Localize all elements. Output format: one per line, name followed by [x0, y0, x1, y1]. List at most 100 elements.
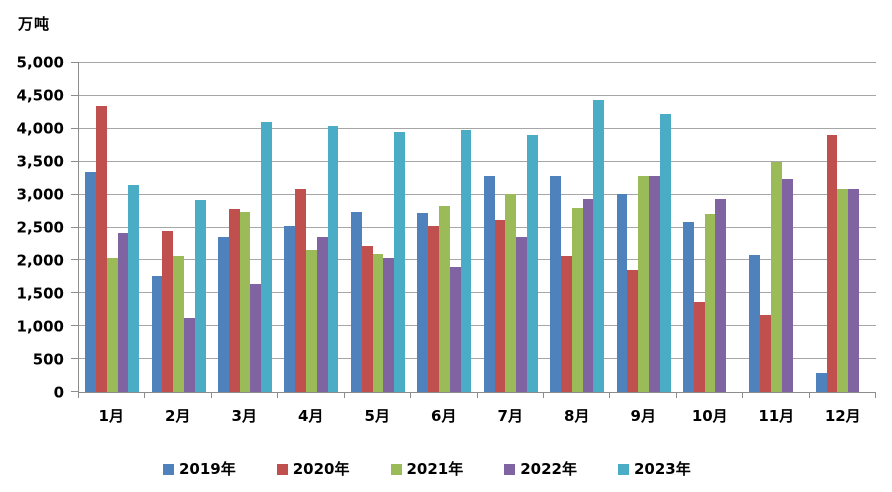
x-axis-label-10月: 10月 — [691, 407, 728, 425]
bar-group-9月 — [610, 63, 676, 392]
y-axis-tick-labels: 0 500 1,000 1,500 2,000 2,500 3,000 3,500 4,000 4… — [0, 55, 64, 400]
bar-2023年-9月 — [659, 114, 671, 392]
bar-slot — [760, 63, 772, 392]
bar-slot — [693, 63, 705, 392]
bar-slot — [173, 63, 185, 392]
bar-2021年-7月 — [505, 193, 517, 392]
bar-slot — [306, 63, 317, 392]
bar-2022年-2月 — [184, 318, 195, 392]
bar-slot — [184, 63, 195, 392]
bar-slot — [560, 63, 572, 392]
bar-2019年-1月 — [85, 171, 97, 392]
bar-slot — [449, 63, 461, 392]
bar-2022年-1月 — [117, 232, 129, 392]
legend-swatch — [163, 463, 174, 475]
x-axis-tick — [609, 393, 611, 398]
x-axis-label-8月: 8月 — [564, 407, 590, 425]
legend-label: 2019年 — [179, 459, 236, 478]
bar-slot — [383, 63, 395, 392]
y-axis-tick — [71, 94, 79, 96]
bar-2022年-5月 — [383, 257, 395, 392]
y-axis-tick — [71, 193, 79, 195]
gridline — [79, 127, 876, 129]
bar-slot — [826, 63, 838, 392]
bar-slot — [781, 63, 793, 392]
bar-group-11月 — [743, 63, 809, 392]
x-axis-tick — [675, 393, 677, 398]
bar-2020年-2月 — [162, 231, 174, 392]
x-axis-label-3月: 3月 — [231, 407, 257, 425]
bar-2020年-1月 — [96, 105, 107, 392]
bar-2023年-5月 — [394, 132, 405, 392]
bar-2021年-3月 — [239, 211, 251, 392]
gridline — [79, 259, 876, 261]
bar-slot — [848, 63, 860, 392]
x-axis-label-1月: 1月 — [98, 407, 124, 425]
y-axis-tick — [71, 226, 79, 228]
y-axis-tick — [71, 358, 79, 360]
bar-slot — [704, 63, 716, 392]
plot-area — [71, 62, 876, 398]
y-axis-tick — [71, 391, 79, 392]
bar-group-2月 — [145, 63, 211, 392]
bar-2019年-9月 — [616, 193, 628, 392]
bar-2021年-8月 — [571, 207, 583, 392]
bar-slot — [218, 63, 229, 392]
bar-slot — [638, 63, 649, 392]
bar-slot — [715, 63, 727, 392]
x-axis-label-4月: 4月 — [298, 407, 324, 425]
legend-swatch — [276, 463, 288, 475]
bar-slot — [250, 63, 262, 392]
bar-slot — [793, 63, 804, 392]
y-tick-label: 3,000 — [16, 185, 64, 204]
bar-slot — [106, 63, 118, 392]
bar-slot — [284, 63, 296, 392]
bar-slot — [162, 63, 174, 392]
bar-group-4月 — [278, 63, 344, 392]
bar-slot — [361, 63, 373, 392]
y-tick-label: 2,500 — [16, 218, 64, 237]
gridline — [79, 358, 876, 360]
x-axis-label-6月: 6月 — [431, 407, 457, 425]
x-axis-tick — [277, 393, 279, 398]
bar-2020年-10月 — [693, 301, 705, 392]
y-axis-unit-label: 万吨 — [18, 15, 51, 33]
bar-slot — [837, 63, 849, 392]
bar-slot — [859, 63, 870, 392]
x-axis-label-5月: 5月 — [364, 407, 390, 425]
y-axis-tick — [71, 160, 79, 162]
bar-group-3月 — [212, 63, 278, 392]
y-axis-tick — [71, 127, 79, 129]
bar-slot — [815, 63, 827, 392]
bar-2023年-8月 — [593, 99, 605, 392]
bar-slot — [771, 63, 782, 392]
bar-2023年-2月 — [194, 199, 206, 392]
bar-slot — [128, 63, 140, 392]
bar-2020年-11月 — [760, 315, 772, 392]
gridline — [79, 226, 876, 228]
bar-2022年-12月 — [848, 189, 860, 392]
bar-2021年-12月 — [837, 189, 849, 392]
bar-slot — [627, 63, 639, 392]
legend-swatch — [618, 463, 629, 475]
legend-swatch — [390, 463, 402, 475]
bar-slot — [593, 63, 605, 392]
legend: 2019年 2020年 2021年 2022年 2023年 — [163, 459, 691, 479]
bar-slot — [571, 63, 583, 392]
bar-slot — [228, 63, 240, 392]
bar-2019年-12月 — [815, 372, 827, 392]
x-axis-tick — [144, 393, 146, 398]
bar-slot — [582, 63, 594, 392]
bar-2021年-5月 — [372, 253, 384, 392]
bar-slot — [526, 63, 538, 392]
legend-label: 2020年 — [292, 459, 350, 478]
bar-slot — [516, 63, 527, 392]
bar-2022年-8月 — [582, 199, 594, 392]
bar-slot — [394, 63, 405, 392]
bar-2021年-11月 — [771, 162, 782, 392]
bar-2020年-7月 — [494, 220, 506, 392]
bar-2020年-6月 — [428, 225, 439, 392]
x-axis-label-9月: 9月 — [630, 407, 656, 425]
bar-slot — [659, 63, 671, 392]
